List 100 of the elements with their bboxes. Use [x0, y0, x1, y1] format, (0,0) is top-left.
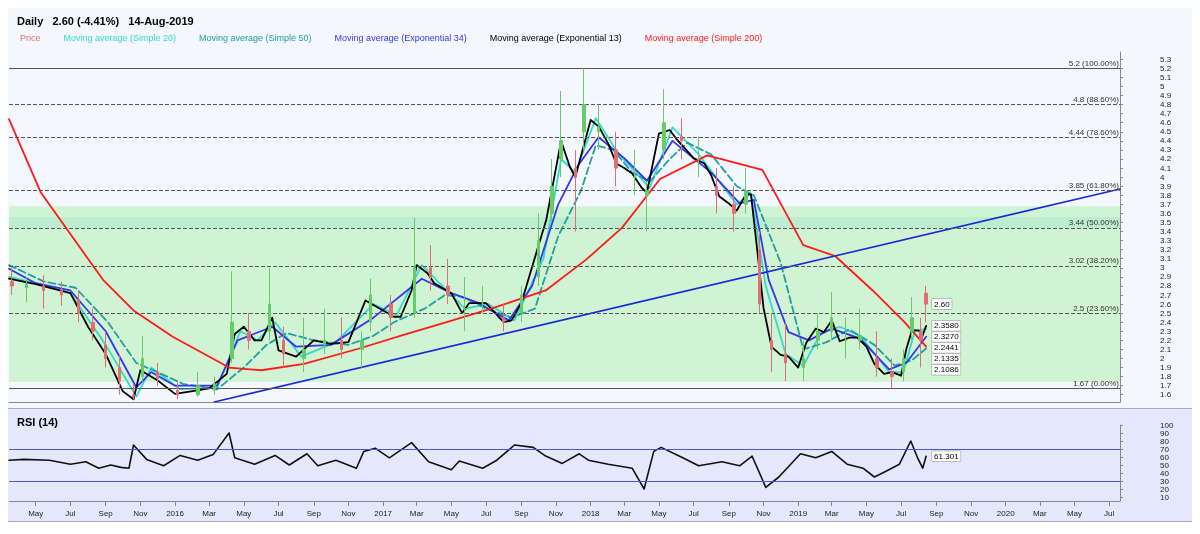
- y-tick-label: 4.1: [1160, 163, 1172, 173]
- x-tick-label: May: [443, 508, 459, 518]
- candlestick: [10, 267, 14, 296]
- y-tick-label: 2: [1160, 353, 1165, 363]
- candlestick: [118, 353, 121, 396]
- candlestick: [614, 131, 618, 187]
- x-tick-label: May: [858, 508, 874, 518]
- x-tick-label: Nov: [548, 508, 564, 518]
- candlestick: [910, 296, 914, 341]
- text: Moving average (Simple 200): [644, 32, 763, 43]
- candlestick: [360, 330, 364, 369]
- line-series: [8, 432, 927, 490]
- candlestick: [340, 317, 343, 359]
- ref-line-label: 2.5 (23.60%): [1073, 303, 1120, 313]
- y-tick-label: 3.2: [1160, 245, 1172, 255]
- annotation: 2.3580: [934, 321, 960, 331]
- candlestick: [156, 362, 159, 387]
- candlestick: [633, 149, 637, 196]
- candlestick: [196, 371, 200, 398]
- candlestick: [389, 294, 393, 332]
- y-tick-label: 90: [1160, 428, 1170, 438]
- x-tick-label: 2019: [789, 508, 808, 518]
- y-tick-label: 1.7: [1160, 381, 1172, 391]
- candlestick: [732, 185, 736, 233]
- y-tick-label: 5.2: [1160, 63, 1172, 73]
- x-tick-label: Jul: [65, 508, 76, 518]
- x-tick-label: May: [236, 508, 252, 518]
- candlestick: [830, 291, 833, 341]
- candlestick: [890, 357, 894, 389]
- x-tick-label: Nov: [756, 508, 771, 518]
- candlestick: [770, 312, 773, 373]
- candlestick: [369, 278, 372, 332]
- candlestick: [247, 312, 251, 350]
- text: Moving average (Exponential 13): [489, 32, 622, 43]
- annotation: 2.2441: [934, 343, 960, 353]
- ref-line-label: 1.67 (0.00%): [1073, 378, 1120, 388]
- x-tick-label: 2020: [996, 508, 1016, 518]
- candlestick: [42, 274, 45, 310]
- y-tick-label: 5.1: [1160, 72, 1172, 82]
- x-tick-label: Sep: [306, 508, 322, 518]
- candlestick: [141, 335, 144, 382]
- y-tick-label: 100: [1160, 420, 1174, 430]
- text: Moving average (Exponential 34): [334, 32, 467, 43]
- candlestick: [230, 270, 234, 364]
- y-tick-label: 10: [1160, 492, 1170, 502]
- y-tick-label: 3.9: [1160, 181, 1172, 191]
- y-tick-label: 2.2: [1160, 335, 1172, 345]
- candlestick: [802, 339, 805, 382]
- annotation: 2.3270: [934, 332, 960, 342]
- x-tick-label: 2016: [166, 508, 185, 518]
- annotation: 2.1335: [934, 354, 960, 364]
- text: Price: [20, 32, 41, 43]
- candlestick: [784, 321, 787, 382]
- candlestick: [282, 326, 285, 369]
- y-tick-label: 3.7: [1160, 199, 1172, 209]
- x-tick-label: Jul: [480, 508, 492, 518]
- candlestick: [902, 348, 905, 382]
- x-tick-label: May: [28, 508, 44, 518]
- candlestick: [924, 285, 928, 323]
- y-tick-label: 3.5: [1160, 217, 1172, 227]
- candlestick: [446, 258, 450, 305]
- text: Moving average (Simple 20): [63, 32, 177, 43]
- ref-line-label: 4.44 (78.60%): [1068, 127, 1120, 137]
- y-tick-label: 30: [1160, 476, 1170, 486]
- candlestick: [302, 317, 306, 373]
- y-tick-label: 5: [1160, 81, 1165, 91]
- y-tick-label: 2.9: [1160, 272, 1172, 282]
- candlestick: [323, 308, 326, 355]
- candlestick: [77, 289, 80, 323]
- candlestick: [816, 312, 820, 350]
- y-tick-label: 3.4: [1160, 227, 1172, 237]
- candlestick: [537, 212, 540, 287]
- y-tick-label: 4.8: [1160, 100, 1172, 110]
- chart-title: Daily 2.60 (-4.41%) 14-Aug-2019: [17, 14, 194, 27]
- candlestick: [875, 330, 879, 378]
- y-tick-label: 4.9: [1160, 91, 1172, 101]
- x-tick-label: Sep: [929, 508, 945, 518]
- y-tick-label: 70: [1160, 444, 1170, 454]
- ref-line-label: 5.2 (100.00%): [1068, 58, 1120, 68]
- y-tick-label: 4.7: [1160, 109, 1172, 119]
- y-tick-label: 3.3: [1160, 236, 1172, 246]
- x-tick-label: May: [1066, 508, 1083, 518]
- candlestick: [413, 217, 416, 319]
- candlestick: [559, 90, 563, 178]
- x-tick-label: Nov: [963, 508, 979, 518]
- y-tick-label: 2.8: [1160, 281, 1172, 291]
- y-tick-label: 1.8: [1160, 372, 1172, 382]
- x-tick-label: Mar: [202, 508, 217, 518]
- candlestick: [429, 244, 432, 291]
- candlestick: [25, 276, 28, 303]
- ref-line-label: 3.85 (61.80%): [1068, 181, 1120, 191]
- y-tick-label: 1.6: [1160, 390, 1172, 400]
- y-tick-label: 4.5: [1160, 127, 1172, 137]
- x-tick-label: Mar: [1032, 508, 1048, 518]
- chart-title: RSI (14): [17, 415, 59, 428]
- y-tick-label: 40: [1160, 468, 1170, 478]
- text: Moving average (Simple 50): [199, 32, 312, 43]
- y-tick-label: 4: [1160, 172, 1165, 182]
- candlestick: [550, 158, 554, 223]
- y-tick-label: 4.2: [1160, 154, 1172, 164]
